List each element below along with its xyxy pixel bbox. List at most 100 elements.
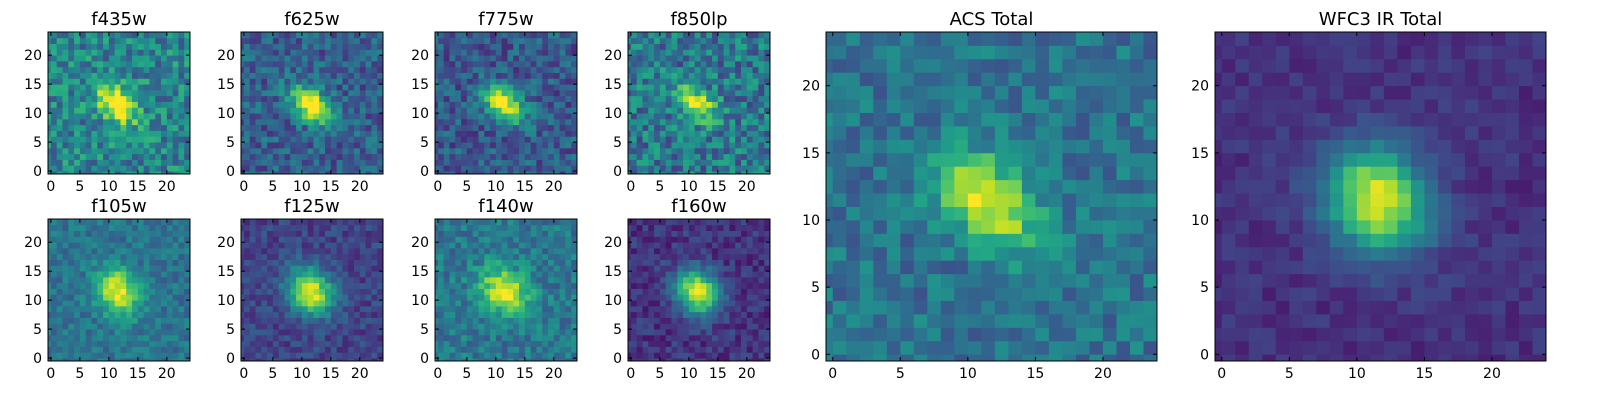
heatmap-cell (178, 43, 185, 50)
heatmap-cell (723, 49, 730, 56)
heatmap-cell (437, 171, 445, 175)
heatmap-cell (571, 147, 578, 155)
heatmap-cell (348, 171, 355, 175)
heatmap-cell (723, 323, 730, 330)
heatmap-cell (443, 130, 450, 137)
heatmap-cell (79, 147, 87, 155)
heatmap-cell (530, 219, 537, 226)
heatmap-cell (290, 329, 297, 336)
heatmap-cell (490, 113, 497, 120)
heatmap-cell (68, 124, 75, 131)
heatmap-cell (659, 271, 667, 278)
heatmap-cell (472, 49, 479, 56)
heatmap-cell (301, 265, 309, 272)
heatmap-cell (677, 60, 684, 68)
heatmap-cell (161, 300, 168, 307)
heatmap-cell (490, 300, 497, 307)
heatmap-cell (313, 305, 320, 313)
heatmap-cell (536, 288, 543, 295)
heatmap-cell (746, 130, 754, 137)
heatmap-cell (48, 66, 52, 73)
heatmap-cell (636, 124, 643, 131)
heatmap-cell (149, 265, 156, 272)
heatmap-cell (478, 305, 485, 313)
heatmap-cell (513, 219, 520, 226)
heatmap-cell (120, 352, 127, 359)
heatmap-cell (706, 165, 713, 172)
heatmap-cell (261, 124, 268, 131)
heatmap-cell (126, 118, 133, 126)
heatmap-cell (108, 84, 116, 91)
heatmap-cell (630, 107, 638, 114)
heatmap-cell (272, 124, 280, 131)
heatmap-cell (290, 282, 297, 289)
heatmap-cell (342, 311, 349, 318)
heatmap-cell (249, 60, 256, 68)
heatmap-cell (746, 142, 754, 149)
heatmap-cell (642, 153, 649, 160)
heatmap-cell (542, 282, 549, 289)
heatmap-cell (706, 32, 713, 39)
heatmap-cell (700, 124, 707, 131)
heatmap-cell (746, 95, 754, 102)
heatmap-cell (723, 282, 730, 289)
heatmap-cell (466, 300, 474, 307)
heatmap-cell (723, 78, 730, 85)
heatmap-cell (172, 165, 179, 172)
heatmap-cell (348, 271, 355, 278)
heatmap-cell (56, 323, 63, 330)
heatmap-cell (630, 340, 638, 347)
heatmap-cell (435, 236, 439, 243)
heatmap-cell (365, 49, 372, 56)
heatmap-cell (630, 142, 638, 149)
heatmap-cell (630, 329, 638, 336)
heatmap-cell (143, 305, 150, 313)
heatmap-cell (278, 276, 285, 284)
heatmap-cell (178, 305, 185, 313)
heatmap-cell (764, 43, 771, 50)
heatmap-cell (241, 259, 245, 266)
heatmap-cell (137, 89, 145, 97)
heatmap-cell (307, 236, 314, 243)
heatmap-cell (694, 136, 701, 143)
heatmap-cell (478, 72, 485, 79)
heatmap-cell (97, 37, 104, 44)
heatmap-cell (630, 95, 638, 102)
heatmap-cell (354, 153, 361, 160)
heatmap-cell (354, 242, 361, 249)
heatmap-cell (371, 55, 378, 62)
heatmap-cell (278, 37, 285, 44)
heatmap-cell (542, 101, 549, 108)
heatmap-cell (354, 101, 361, 108)
heatmap-cell (752, 288, 759, 295)
heatmap-cell (536, 317, 543, 324)
heatmap-cell (56, 66, 63, 73)
heatmap-cell (56, 334, 63, 342)
heatmap-cell (261, 340, 268, 347)
heatmap-cell (313, 358, 320, 362)
heatmap-cell (149, 230, 156, 237)
heatmap-cell (536, 89, 543, 97)
heatmap-cell (501, 60, 508, 68)
heatmap-cell (443, 49, 450, 56)
heatmap-cell (449, 32, 456, 39)
heatmap-cell (654, 66, 661, 73)
heatmap-cell (752, 147, 759, 155)
heatmap-cell (243, 72, 251, 79)
heatmap-cell (548, 78, 555, 85)
heatmap-cell (342, 136, 349, 143)
heatmap-cell (530, 107, 537, 114)
heatmap-cell (172, 282, 179, 289)
heatmap-cell (272, 334, 280, 342)
heatmap-cell (548, 346, 555, 353)
heatmap-cell (735, 72, 742, 79)
heatmap-cell (542, 72, 549, 79)
heatmap-cell (449, 253, 456, 260)
heatmap-cell (536, 282, 543, 289)
heatmap-cell (296, 253, 303, 260)
heatmap-cell (565, 236, 572, 243)
heatmap-cell (472, 72, 479, 79)
heatmap-cell (301, 358, 309, 362)
heatmap-cell (68, 352, 75, 359)
heatmap-cell (443, 124, 450, 131)
